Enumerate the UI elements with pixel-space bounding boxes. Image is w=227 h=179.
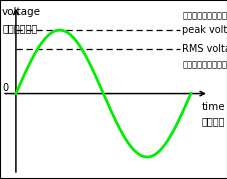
- Text: peak voltage: peak voltage: [182, 25, 227, 35]
- Text: time: time: [200, 102, 224, 112]
- Text: voltage: voltage: [2, 7, 41, 17]
- Text: แรงดันอาร์เอ็มเอส: แรงดันอาร์เอ็มเอส: [182, 60, 227, 69]
- Text: แรงดันยอด: แรงดันยอด: [182, 11, 226, 20]
- Text: เวลา: เวลา: [200, 116, 224, 126]
- Text: RMS voltage: RMS voltage: [182, 44, 227, 54]
- Text: 0: 0: [2, 83, 8, 93]
- Text: แรงดัน: แรงดัน: [2, 23, 37, 33]
